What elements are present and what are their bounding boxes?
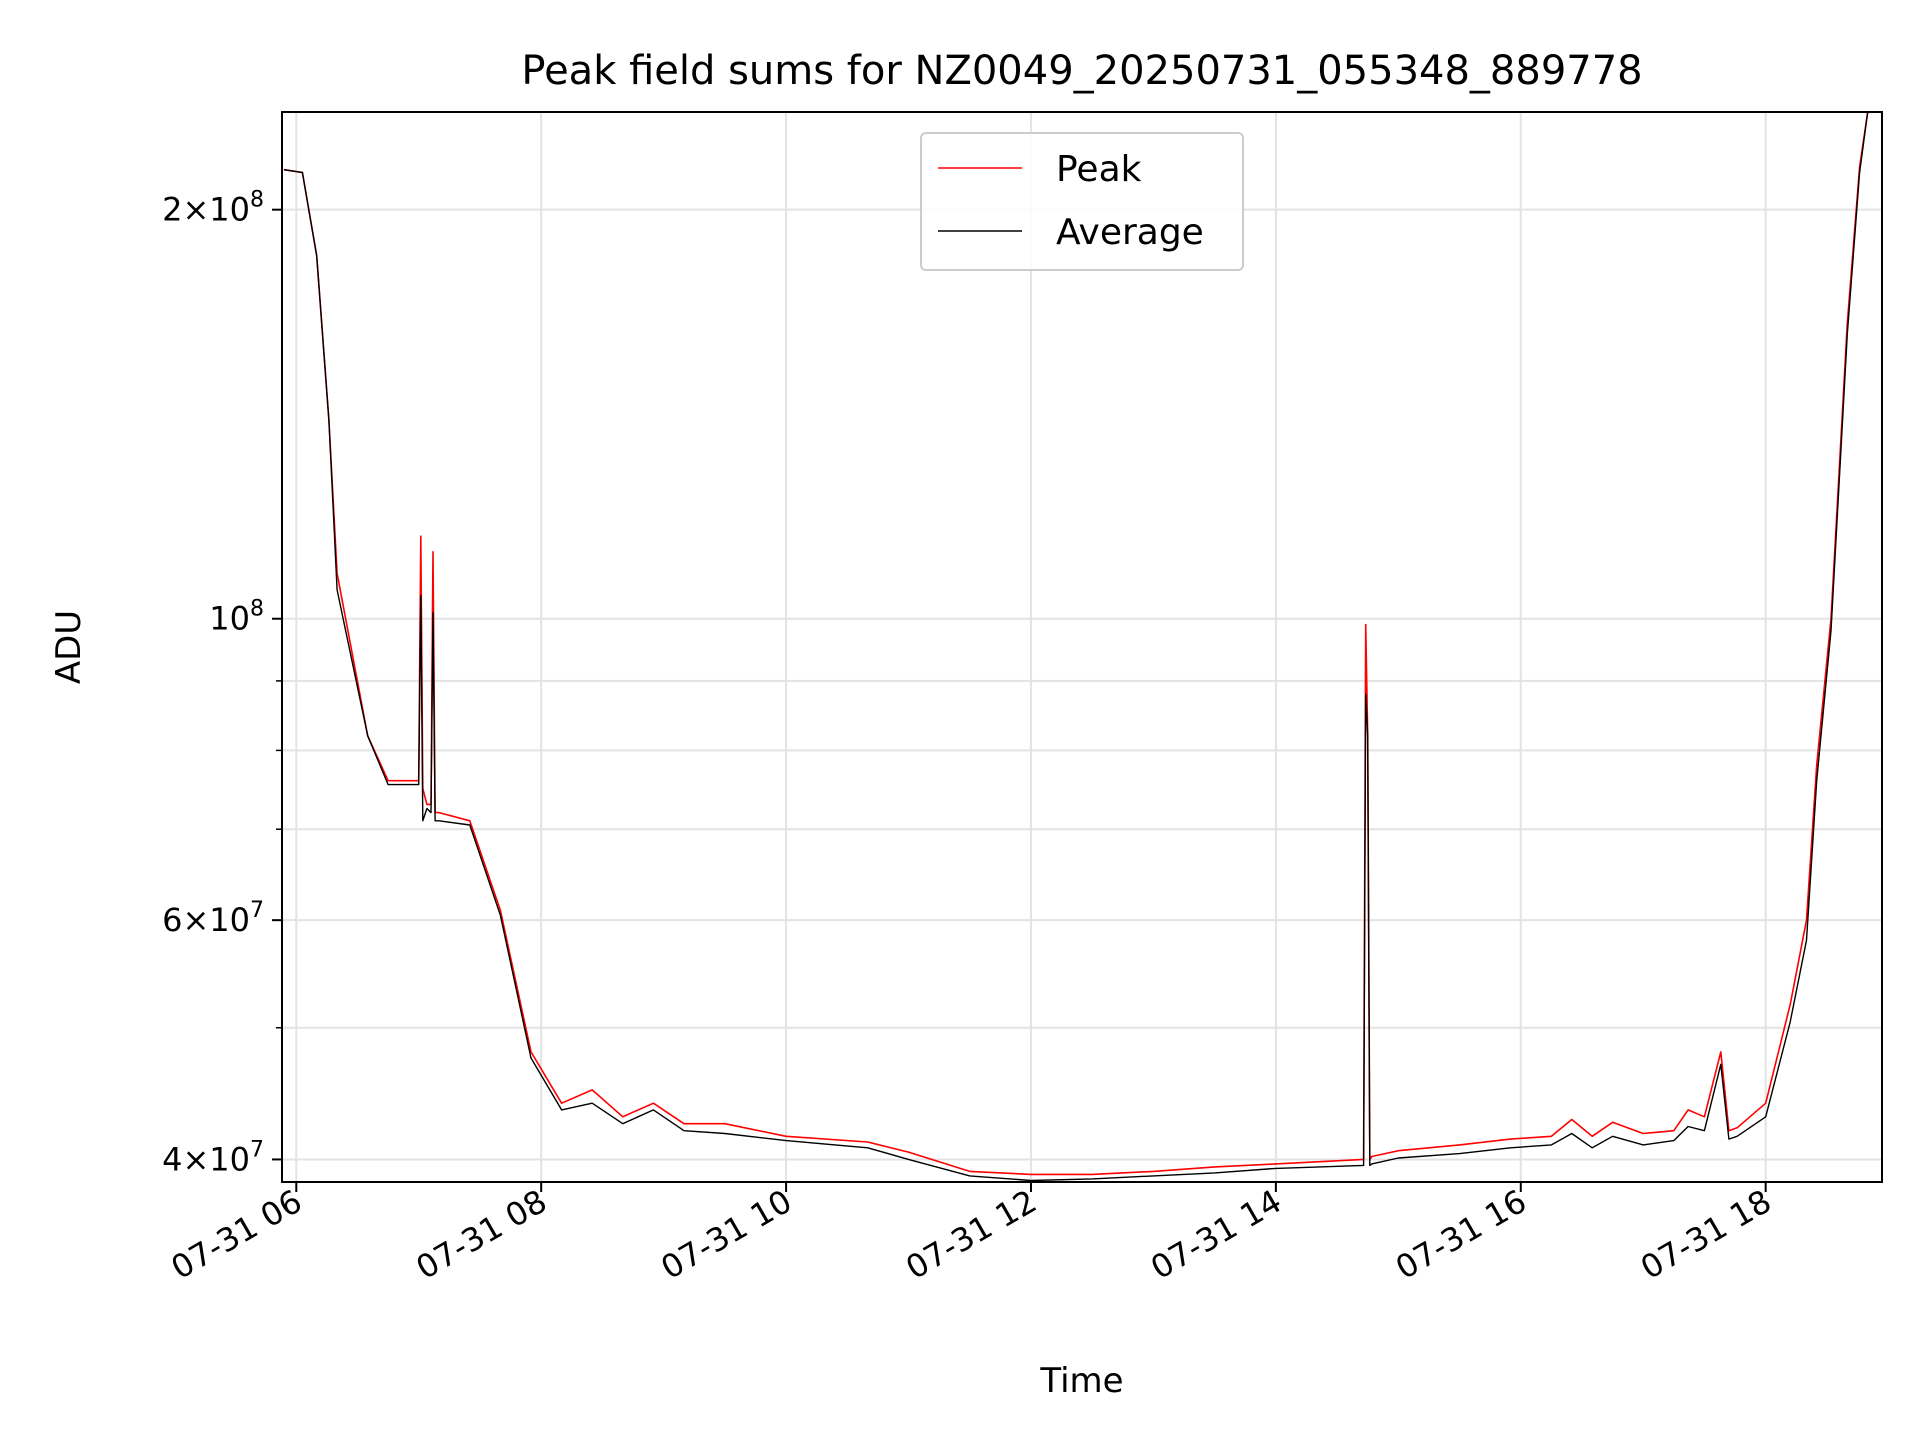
y-tick-label: 108 [209,597,264,638]
legend-average-label: Average [1056,212,1204,253]
y-tick-label: 4×107 [162,1137,264,1178]
legend: Peak Average [920,132,1244,271]
chart-title: Peak field sums for NZ0049_20250731_0553… [521,48,1642,94]
y-axis-ticks: 4×107 6×107 108 2×108 [162,188,282,1178]
x-axis-label: Time [1039,1361,1123,1401]
series-line-average [283,111,1882,1182]
series-layer [283,111,1882,1182]
series-line-peak [283,111,1882,1176]
y-tick-label: 2×108 [162,188,264,229]
legend-peak-label: Peak [1056,149,1142,190]
plot-frame [281,111,1883,1183]
y-axis-label: ADU [49,610,89,684]
y-tick-label: 6×107 [162,898,264,939]
